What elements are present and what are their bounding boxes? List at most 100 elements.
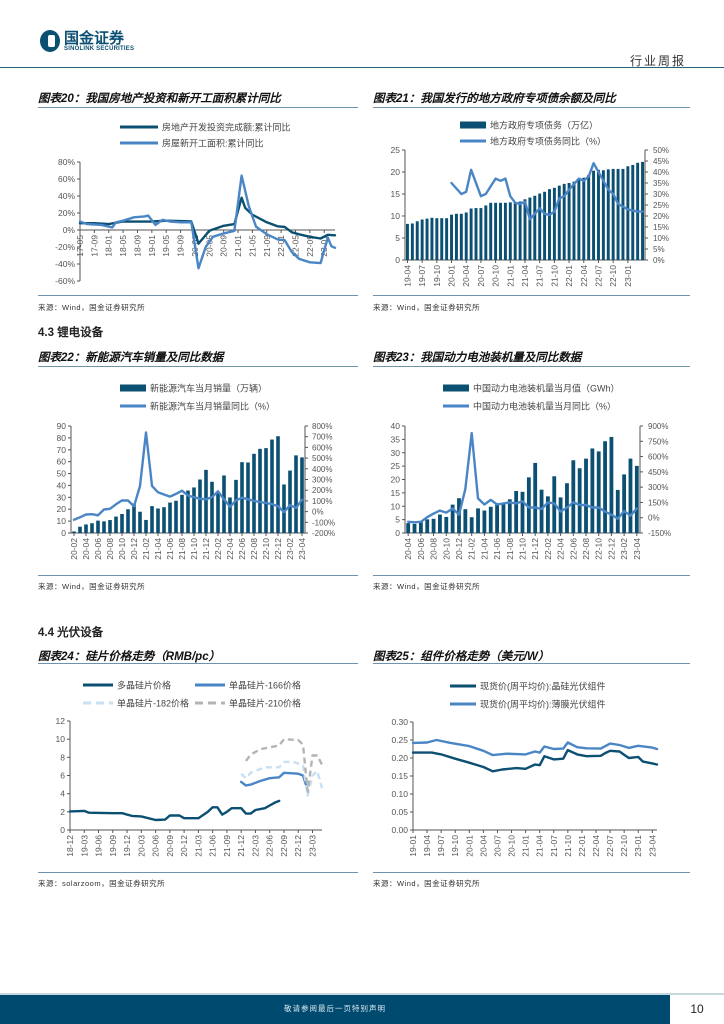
y-tick-label: 15 xyxy=(391,488,401,498)
y-tick-label: 20% xyxy=(58,208,75,218)
x-tick-label: 21-02 xyxy=(141,538,151,560)
x-tick-label: 20-10 xyxy=(441,538,451,560)
y2-tick-label: 50% xyxy=(653,146,669,155)
x-tick-label: 21-09 xyxy=(222,835,232,857)
bar xyxy=(445,218,449,260)
bar xyxy=(621,168,625,260)
bar xyxy=(507,499,512,533)
legend-label: 单晶硅片-166价格 xyxy=(229,680,301,691)
x-tick-label: 20-12 xyxy=(129,538,139,560)
divider xyxy=(373,663,690,664)
x-tick-label: 20-10 xyxy=(117,538,127,560)
bar xyxy=(597,169,600,260)
y2-tick-label: 0% xyxy=(648,514,660,523)
bar xyxy=(216,493,220,533)
bar xyxy=(415,221,419,260)
x-tick-label: 20-08 xyxy=(429,538,439,560)
bar xyxy=(444,516,449,533)
bar xyxy=(611,168,615,260)
y2-tick-label: 100% xyxy=(312,497,332,506)
bar xyxy=(204,469,208,533)
series-line xyxy=(72,431,304,521)
bar xyxy=(90,523,94,533)
y2-tick-label: -200% xyxy=(312,529,335,538)
x-tick-label: 22-09 xyxy=(279,835,289,857)
series-line xyxy=(411,738,659,757)
legend-swatch xyxy=(443,384,469,392)
x-tick-label: 18-01 xyxy=(104,235,114,257)
bar xyxy=(469,208,473,260)
y-tick-label: -40% xyxy=(55,259,75,269)
bar xyxy=(264,448,268,533)
bar xyxy=(406,523,411,533)
legend-label: 中国动力电池装机量当月值（GWh） xyxy=(473,383,620,394)
bar xyxy=(577,468,582,533)
bar xyxy=(503,202,507,260)
y-tick-label: 10 xyxy=(57,516,67,526)
bar xyxy=(520,491,525,533)
x-tick-label: 19-10 xyxy=(450,835,460,857)
x-tick-label: 23-02 xyxy=(285,538,295,560)
x-tick-label: 23-01 xyxy=(633,835,643,857)
y2-tick-label: 0% xyxy=(312,508,324,517)
y-tick-label: 8 xyxy=(60,752,65,762)
y2-tick-label: 200% xyxy=(312,486,332,495)
x-tick-label: 20-06 xyxy=(93,538,103,560)
x-tick-label: 20-05 xyxy=(204,235,214,257)
bar xyxy=(609,436,614,533)
x-tick-label: 22-05 xyxy=(290,235,300,257)
y2-tick-label: 300% xyxy=(312,476,332,485)
y-tick-label: 10 xyxy=(56,734,66,744)
x-tick-label: 21-08 xyxy=(505,538,515,560)
bar xyxy=(150,506,154,533)
divider xyxy=(373,575,690,576)
x-tick-label: 22-10 xyxy=(608,265,618,287)
bar xyxy=(132,503,136,533)
chart-22-source: 来源：Wind，国金证券研究所 xyxy=(38,582,146,591)
bar xyxy=(168,502,172,533)
chart-21-source: 来源：Wind，国金证券研究所 xyxy=(373,303,481,312)
x-tick-label: 23-01 xyxy=(319,235,329,257)
x-tick-label: 18-09 xyxy=(132,235,142,257)
divider xyxy=(38,295,358,296)
x-tick-label: 22-06 xyxy=(237,538,247,560)
y-tick-label: 0 xyxy=(61,528,66,538)
bar xyxy=(562,183,566,260)
y2-tick-label: 25% xyxy=(653,201,669,210)
x-tick-label: 19-06 xyxy=(94,835,104,857)
bar xyxy=(156,508,160,533)
x-tick-label: 21-01 xyxy=(233,235,243,257)
series-line xyxy=(450,162,644,221)
bar xyxy=(528,197,532,260)
y-tick-label: 60% xyxy=(58,174,75,184)
x-tick-label: 22-12 xyxy=(606,538,616,560)
y2-tick-label: 700% xyxy=(312,433,332,442)
bar xyxy=(78,526,82,533)
x-tick-label: 21-10 xyxy=(549,265,559,287)
footer-band xyxy=(0,995,670,1024)
bar xyxy=(476,508,480,533)
x-tick-label: 20-12 xyxy=(454,538,464,560)
y-tick-label: 0.05 xyxy=(391,807,408,817)
bar xyxy=(552,187,556,260)
bar xyxy=(601,170,605,260)
y-tick-label: 0% xyxy=(63,225,76,235)
y2-tick-label: 45% xyxy=(653,157,669,166)
logo-en: SINOLINK SECURITIES xyxy=(64,45,135,52)
x-tick-label: 19-07 xyxy=(436,835,446,857)
y-tick-label: 0.15 xyxy=(391,771,408,781)
y-tick-label: 0.25 xyxy=(391,735,408,745)
legend-label: 多晶硅片价格 xyxy=(117,680,171,691)
y-tick-label: 5 xyxy=(395,233,400,243)
bar xyxy=(464,212,468,260)
y-tick-label: 0.30 xyxy=(391,717,408,727)
bar xyxy=(543,191,547,260)
y-tick-label: 10 xyxy=(391,501,401,511)
x-tick-label: 21-07 xyxy=(549,835,559,857)
x-tick-label: 21-04 xyxy=(520,265,530,287)
bar xyxy=(533,195,537,260)
